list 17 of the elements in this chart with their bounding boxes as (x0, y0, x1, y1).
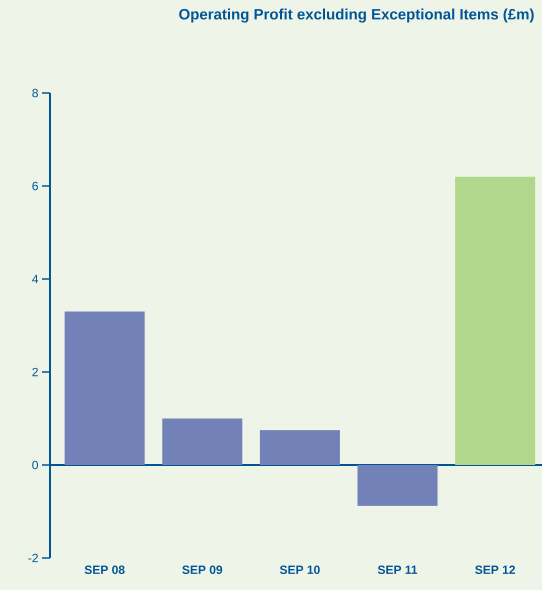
chart-title: Operating Profit excluding Exceptional Items (£m) (179, 8, 534, 23)
bar (358, 464, 438, 506)
bar (162, 418, 242, 465)
x-tick-label: SEP 10 (280, 566, 320, 574)
y-tick-label: 8 (32, 88, 38, 98)
y-tick-label: 2 (32, 368, 38, 376)
x-tick-label: SEP 08 (84, 566, 125, 574)
y-tick-label: 0 (32, 460, 38, 470)
x-tick-label: SEP 12 (475, 566, 515, 574)
bar (260, 430, 340, 465)
y-tick-label: 6 (32, 182, 38, 190)
x-tick-label: SEP 11 (378, 566, 418, 574)
x-tick-label: SEP 09 (182, 566, 222, 574)
y-tick-label: -2 (28, 554, 38, 562)
y-tick-label: 4 (32, 274, 38, 284)
bar (64, 312, 145, 465)
bar (455, 176, 536, 465)
